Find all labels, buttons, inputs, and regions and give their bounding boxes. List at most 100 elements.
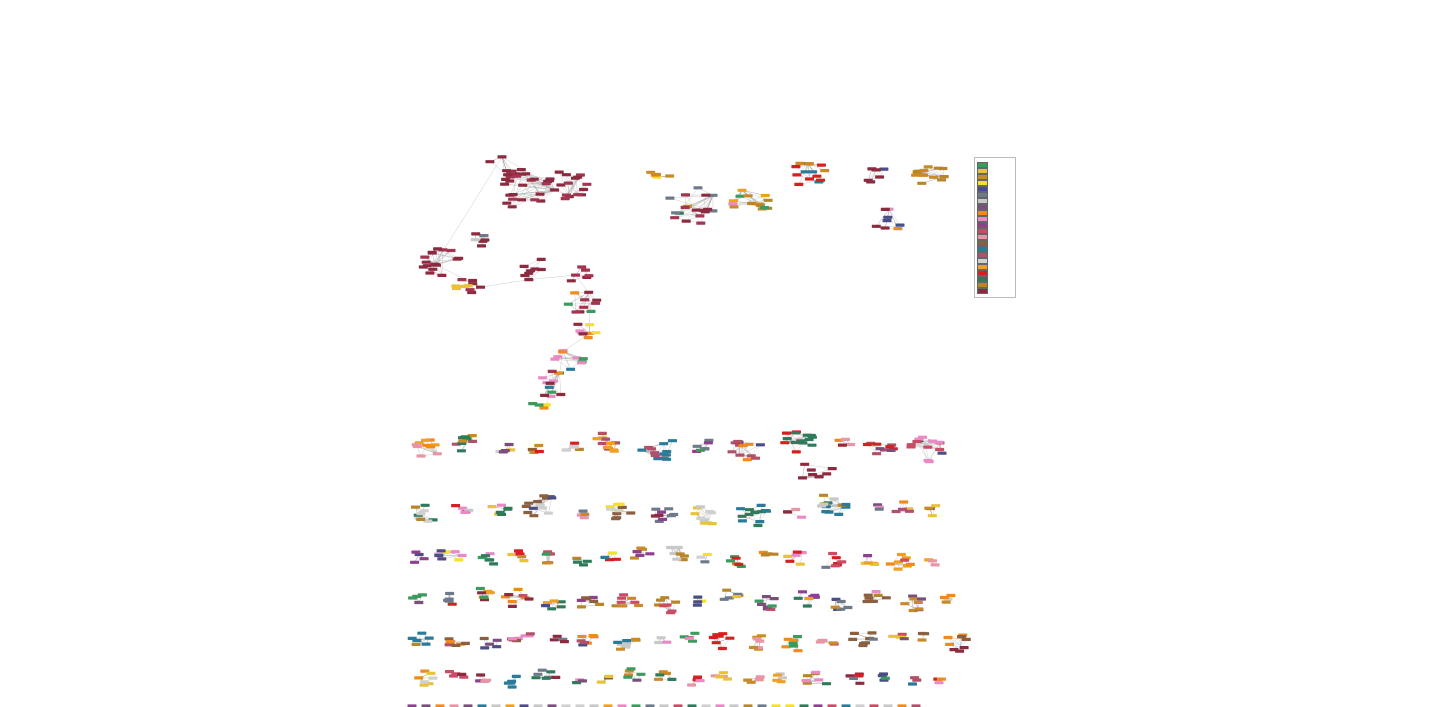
network-node	[566, 279, 576, 283]
network-node	[840, 437, 850, 441]
network-node	[424, 636, 434, 640]
network-node	[426, 445, 435, 449]
network-node	[452, 286, 461, 291]
network-node	[798, 476, 807, 480]
network-node	[507, 600, 517, 604]
network-edge	[540, 189, 555, 202]
network-node	[480, 598, 489, 602]
network-node	[596, 680, 606, 684]
network-edge	[510, 176, 555, 191]
network-node	[524, 278, 534, 282]
network-node	[600, 555, 610, 559]
network-node	[434, 553, 444, 558]
network-node	[588, 634, 598, 638]
network-node	[467, 434, 477, 438]
network-edge	[928, 166, 945, 177]
network-node	[817, 638, 827, 643]
network-node	[939, 175, 949, 179]
network-edge	[686, 195, 714, 222]
network-node	[437, 273, 447, 277]
network-node	[661, 453, 671, 457]
network-node	[723, 677, 732, 681]
network-node	[456, 449, 466, 453]
network-node	[484, 558, 494, 562]
network-node	[696, 221, 706, 225]
network-edge	[742, 190, 769, 201]
network-node	[416, 512, 426, 516]
network-node	[631, 637, 641, 641]
network-node	[578, 679, 587, 683]
network-node	[623, 675, 633, 679]
network-node	[917, 597, 926, 601]
network-node	[538, 506, 548, 510]
network-node	[941, 600, 951, 604]
network-node	[582, 182, 592, 186]
network-node	[799, 704, 809, 707]
network-edge	[574, 292, 577, 313]
network-edge	[922, 437, 940, 450]
network-node	[855, 704, 865, 707]
network-edge	[798, 163, 809, 185]
network-edge	[480, 279, 529, 288]
network-node	[650, 451, 660, 455]
network-edge	[437, 248, 443, 276]
network-node	[708, 193, 718, 197]
network-edge	[722, 638, 731, 649]
network-node	[573, 322, 583, 326]
network-edge	[868, 169, 877, 181]
network-node	[727, 450, 737, 454]
network-node	[651, 507, 661, 511]
network-node	[771, 704, 781, 707]
network-node	[829, 497, 839, 501]
network-node	[880, 207, 890, 211]
network-node	[436, 549, 446, 553]
network-node	[828, 641, 838, 645]
network-node	[410, 560, 420, 564]
network-edge	[552, 371, 554, 382]
network-node	[615, 502, 625, 506]
network-node	[711, 641, 721, 645]
network-node	[533, 704, 543, 707]
network-node	[626, 667, 636, 671]
network-node	[732, 595, 742, 599]
network-node	[729, 704, 739, 707]
network-node	[866, 180, 876, 184]
network-node	[454, 256, 464, 260]
network-node	[501, 177, 511, 181]
network-node	[477, 244, 486, 248]
network-node	[792, 550, 802, 554]
network-node	[421, 642, 431, 646]
network-node	[734, 562, 744, 567]
network-node	[742, 458, 752, 462]
network-node	[516, 168, 526, 172]
network-node	[912, 440, 922, 444]
network-node	[662, 450, 672, 454]
network-node	[737, 514, 747, 518]
network-edge	[528, 274, 576, 280]
network-node	[880, 676, 890, 680]
network-node	[861, 641, 870, 645]
network-edge	[546, 372, 560, 405]
network-edge	[525, 173, 555, 191]
network-node	[897, 632, 907, 636]
network-node	[693, 675, 703, 679]
network-node	[824, 510, 834, 514]
network-node	[762, 509, 771, 513]
network-edge	[534, 189, 555, 200]
network-node	[681, 219, 691, 223]
network-node	[791, 450, 801, 454]
network-node	[545, 381, 555, 385]
network-node	[654, 640, 664, 645]
network-edge	[544, 383, 551, 396]
network-edge	[927, 442, 941, 461]
network-node	[408, 596, 418, 600]
network-node	[460, 284, 470, 288]
network-edges	[412, 156, 967, 688]
network-node	[671, 600, 681, 604]
network-node	[520, 273, 530, 278]
network-node	[849, 631, 859, 635]
network-node	[934, 681, 944, 685]
network-node	[819, 502, 829, 506]
network-node	[756, 503, 766, 507]
network-node	[437, 557, 447, 561]
